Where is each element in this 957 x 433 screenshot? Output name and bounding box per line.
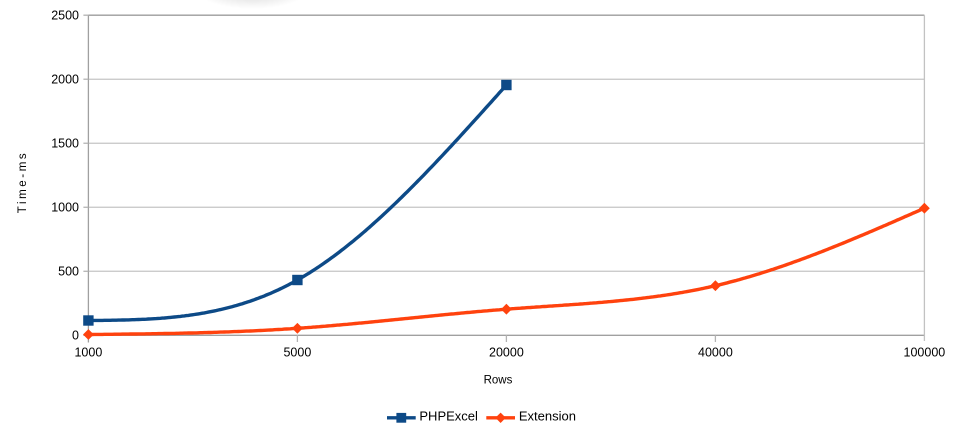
svg-text:100000: 100000 <box>904 345 946 359</box>
svg-text:PHPExcel: PHPExcel <box>419 409 478 424</box>
svg-text:2000: 2000 <box>51 73 79 87</box>
svg-text:1000: 1000 <box>74 345 102 359</box>
svg-text:0: 0 <box>72 329 79 343</box>
svg-text:1500: 1500 <box>51 137 79 151</box>
svg-text:1000: 1000 <box>51 201 79 215</box>
svg-text:40000: 40000 <box>698 345 733 359</box>
svg-text:20000: 20000 <box>489 345 524 359</box>
svg-text:Time-ms: Time-ms <box>17 151 29 214</box>
svg-text:Extension: Extension <box>519 409 576 424</box>
svg-text:2500: 2500 <box>51 9 79 23</box>
svg-text:5000: 5000 <box>283 345 311 359</box>
svg-text:Rows: Rows <box>484 375 513 387</box>
svg-text:500: 500 <box>58 265 79 279</box>
